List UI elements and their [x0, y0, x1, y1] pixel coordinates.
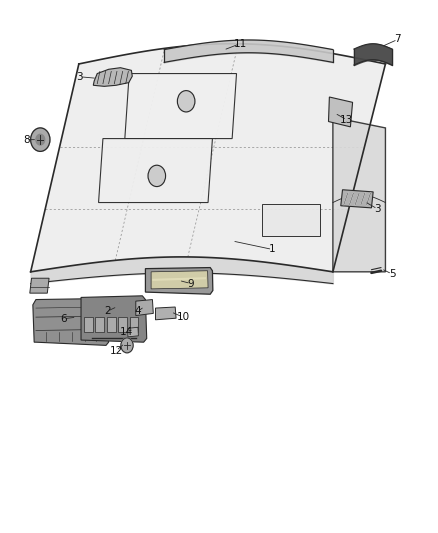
Polygon shape [30, 278, 49, 293]
Bar [95, 317, 104, 332]
Text: 7: 7 [394, 35, 401, 44]
Text: 6: 6 [60, 314, 67, 324]
Polygon shape [136, 300, 153, 316]
Polygon shape [151, 271, 208, 289]
Bar [118, 317, 127, 332]
Polygon shape [128, 327, 138, 337]
Text: 9: 9 [187, 279, 194, 288]
Text: 4: 4 [134, 306, 141, 316]
Text: 3: 3 [374, 204, 381, 214]
Polygon shape [33, 298, 109, 345]
Polygon shape [328, 97, 353, 127]
Polygon shape [262, 204, 320, 236]
Text: 5: 5 [389, 269, 396, 279]
Circle shape [148, 165, 166, 187]
Text: 12: 12 [110, 346, 123, 356]
Text: 14: 14 [120, 327, 133, 336]
Bar [130, 317, 138, 332]
Circle shape [31, 128, 50, 151]
Polygon shape [145, 268, 213, 294]
Polygon shape [31, 44, 385, 272]
Text: 10: 10 [177, 312, 190, 322]
Text: 13: 13 [340, 115, 353, 125]
Polygon shape [155, 307, 176, 320]
Text: 8: 8 [23, 135, 30, 144]
Circle shape [121, 338, 133, 353]
Bar [107, 317, 116, 332]
Circle shape [177, 91, 195, 112]
Polygon shape [341, 190, 373, 208]
Text: 1: 1 [269, 245, 276, 254]
Circle shape [36, 134, 45, 145]
Polygon shape [125, 74, 237, 139]
Text: 11: 11 [233, 39, 247, 49]
Bar [84, 317, 93, 332]
Polygon shape [333, 117, 385, 272]
Polygon shape [93, 68, 132, 86]
Polygon shape [99, 139, 212, 203]
Text: 2: 2 [104, 306, 111, 316]
Text: 3: 3 [76, 72, 83, 82]
Polygon shape [81, 296, 147, 342]
